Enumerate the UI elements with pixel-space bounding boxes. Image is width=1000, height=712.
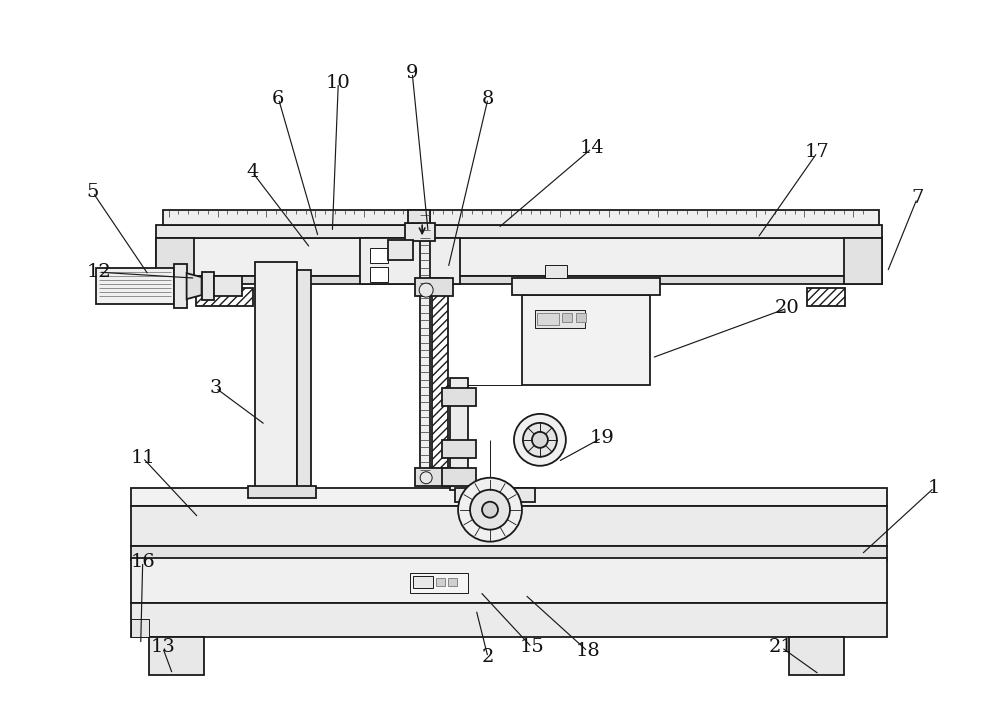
- Text: 14: 14: [579, 140, 604, 157]
- Bar: [405, 224, 435, 241]
- Bar: [576, 313, 586, 322]
- Bar: [408, 210, 430, 224]
- Bar: [202, 272, 214, 300]
- Bar: [450, 378, 468, 490]
- Text: 1: 1: [928, 478, 940, 497]
- Text: 3: 3: [209, 379, 222, 397]
- Text: 6: 6: [272, 90, 285, 108]
- Bar: [807, 288, 845, 306]
- Bar: [156, 239, 882, 276]
- Bar: [370, 248, 388, 263]
- Polygon shape: [187, 273, 202, 299]
- Bar: [522, 295, 650, 385]
- Text: 20: 20: [775, 299, 800, 317]
- Bar: [370, 267, 388, 282]
- Text: 9: 9: [406, 63, 418, 82]
- Bar: [442, 388, 476, 406]
- Bar: [844, 239, 882, 284]
- Circle shape: [458, 478, 522, 542]
- Bar: [455, 488, 535, 502]
- Text: 13: 13: [150, 639, 175, 656]
- Text: 8: 8: [482, 90, 494, 108]
- Bar: [156, 239, 194, 284]
- Text: 18: 18: [575, 642, 600, 661]
- Bar: [410, 572, 468, 592]
- Bar: [512, 278, 660, 295]
- Bar: [248, 486, 316, 498]
- Bar: [415, 278, 453, 296]
- Bar: [545, 265, 567, 278]
- Bar: [432, 278, 448, 478]
- Text: 4: 4: [246, 163, 259, 182]
- Bar: [388, 240, 413, 260]
- Bar: [360, 239, 460, 284]
- Text: 12: 12: [86, 263, 111, 281]
- Bar: [537, 313, 559, 325]
- Bar: [415, 468, 453, 486]
- Bar: [156, 276, 882, 284]
- Bar: [255, 262, 297, 490]
- Bar: [442, 468, 476, 486]
- Text: 11: 11: [130, 449, 155, 467]
- Text: 2: 2: [482, 649, 494, 666]
- Circle shape: [523, 423, 557, 457]
- Bar: [96, 268, 174, 304]
- Bar: [442, 440, 476, 458]
- Bar: [214, 276, 242, 296]
- Bar: [535, 310, 585, 328]
- Bar: [413, 575, 433, 587]
- Text: 17: 17: [805, 143, 830, 162]
- Bar: [131, 602, 887, 637]
- Bar: [131, 557, 887, 602]
- Circle shape: [482, 502, 498, 518]
- Text: 7: 7: [911, 189, 923, 207]
- Circle shape: [420, 472, 432, 483]
- Text: 5: 5: [87, 183, 99, 201]
- Circle shape: [419, 283, 433, 297]
- Circle shape: [514, 414, 566, 466]
- Bar: [131, 488, 887, 506]
- Bar: [131, 506, 887, 545]
- Bar: [436, 577, 445, 585]
- Bar: [163, 210, 879, 225]
- Text: 10: 10: [326, 73, 351, 92]
- Text: 19: 19: [589, 429, 614, 447]
- Bar: [562, 313, 572, 322]
- Bar: [297, 270, 311, 490]
- Bar: [448, 577, 457, 585]
- Circle shape: [470, 490, 510, 530]
- Bar: [196, 288, 253, 306]
- Bar: [420, 210, 430, 480]
- Bar: [131, 545, 887, 560]
- Bar: [789, 637, 844, 676]
- Bar: [174, 264, 187, 308]
- Bar: [149, 637, 204, 676]
- Bar: [131, 619, 149, 637]
- Text: 21: 21: [769, 639, 794, 656]
- Text: 16: 16: [130, 553, 155, 570]
- Text: 15: 15: [520, 639, 544, 656]
- Bar: [156, 225, 882, 239]
- Circle shape: [532, 432, 548, 448]
